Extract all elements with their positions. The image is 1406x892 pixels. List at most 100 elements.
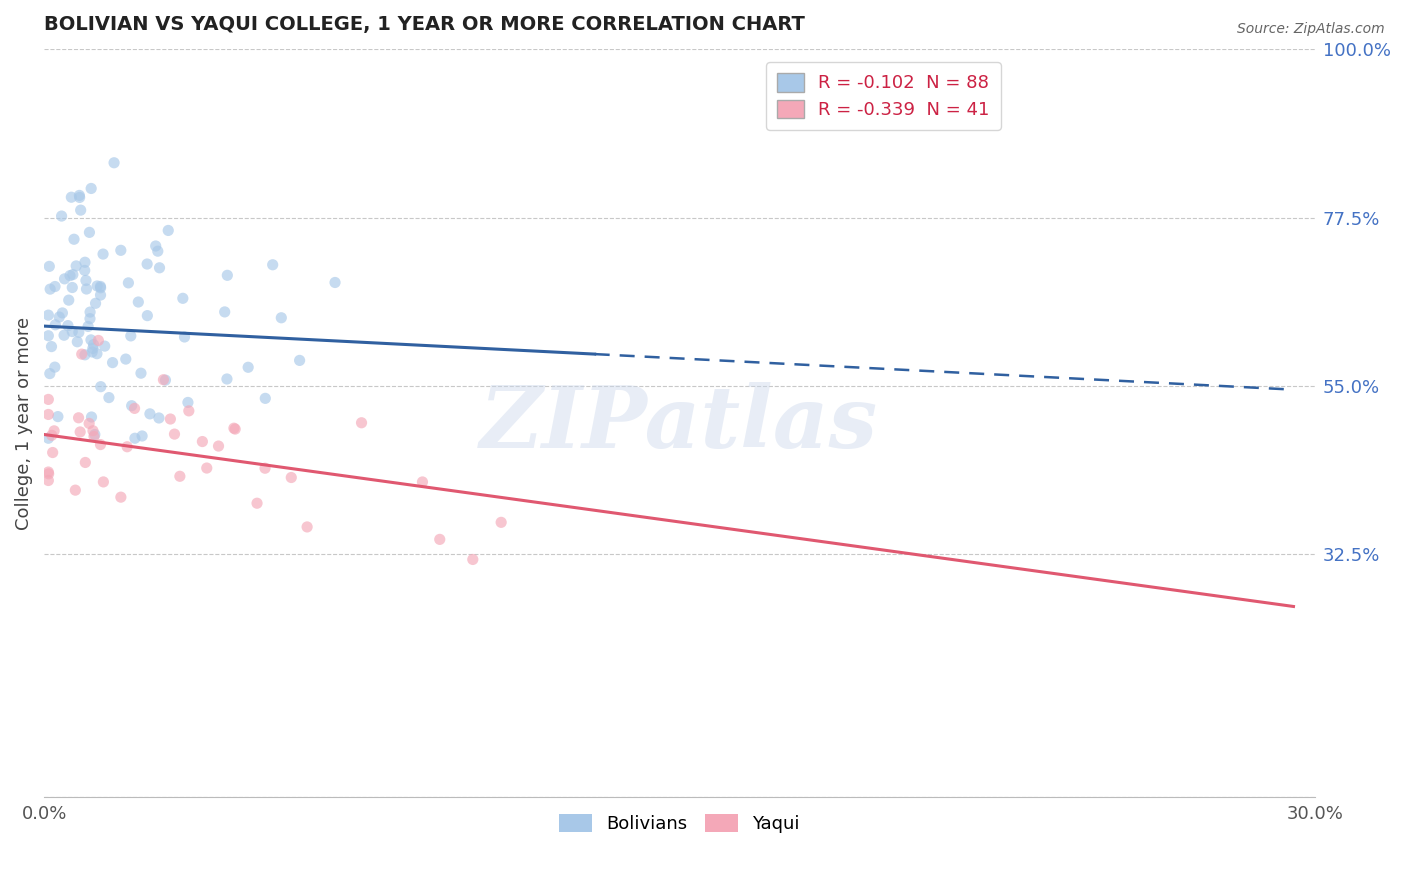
Point	[152, 373, 174, 387]
Point	[53, 328, 76, 343]
Point	[90, 379, 112, 393]
Point	[37, 392, 59, 407]
Point	[41, 428, 63, 442]
Point	[110, 490, 132, 504]
Point	[37, 474, 59, 488]
Point	[90, 281, 112, 295]
Point	[131, 429, 153, 443]
Point	[80, 410, 103, 425]
Point	[41, 445, 63, 459]
Point	[101, 356, 124, 370]
Point	[127, 295, 149, 310]
Point	[37, 431, 59, 445]
Point	[114, 352, 136, 367]
Point	[79, 305, 101, 319]
Point	[280, 470, 302, 484]
Point	[44, 318, 66, 332]
Point	[461, 552, 484, 566]
Point	[86, 279, 108, 293]
Point	[97, 391, 120, 405]
Point	[41, 340, 63, 354]
Point	[75, 273, 97, 287]
Y-axis label: College, 1 year or more: College, 1 year or more	[15, 317, 32, 530]
Point	[73, 348, 96, 362]
Point	[350, 416, 373, 430]
Point	[80, 333, 103, 347]
Point	[411, 475, 433, 489]
Point	[44, 360, 66, 375]
Point	[214, 305, 236, 319]
Point	[163, 427, 186, 442]
Point	[60, 280, 83, 294]
Point	[238, 360, 260, 375]
Point	[42, 424, 65, 438]
Point	[89, 279, 111, 293]
Point	[82, 345, 104, 359]
Point	[44, 279, 66, 293]
Point	[288, 353, 311, 368]
Point	[51, 306, 73, 320]
Point	[69, 203, 91, 218]
Point	[254, 461, 277, 475]
Point	[177, 395, 200, 409]
Point	[148, 411, 170, 425]
Point	[262, 258, 284, 272]
Point	[75, 455, 97, 469]
Point	[37, 408, 59, 422]
Point	[103, 155, 125, 169]
Point	[191, 434, 214, 449]
Point	[429, 533, 451, 547]
Point	[177, 404, 200, 418]
Point	[120, 329, 142, 343]
Point	[270, 310, 292, 325]
Point	[489, 516, 512, 530]
Point	[65, 483, 87, 497]
Point	[38, 367, 60, 381]
Point	[70, 347, 93, 361]
Point	[83, 429, 105, 443]
Point	[62, 268, 84, 282]
Point	[115, 440, 138, 454]
Point	[60, 190, 83, 204]
Point	[145, 239, 167, 253]
Point	[67, 410, 90, 425]
Point	[254, 392, 277, 406]
Point	[60, 325, 83, 339]
Point	[67, 326, 90, 340]
Point	[37, 328, 59, 343]
Point	[323, 276, 346, 290]
Point	[159, 412, 181, 426]
Point	[172, 291, 194, 305]
Text: Source: ZipAtlas.com: Source: ZipAtlas.com	[1237, 22, 1385, 37]
Point	[82, 424, 104, 438]
Point	[37, 465, 59, 479]
Legend: R = -0.102  N = 88, R = -0.339  N = 41: R = -0.102 N = 88, R = -0.339 N = 41	[766, 62, 1001, 130]
Point	[207, 439, 229, 453]
Point	[89, 288, 111, 302]
Point	[67, 188, 90, 202]
Point	[93, 475, 115, 489]
Point	[246, 496, 269, 510]
Point	[69, 190, 91, 204]
Point	[58, 293, 80, 307]
Point	[83, 337, 105, 351]
Point	[215, 372, 238, 386]
Point	[124, 431, 146, 445]
Text: ZIPatlas: ZIPatlas	[481, 382, 879, 465]
Point	[83, 427, 105, 442]
Point	[53, 272, 76, 286]
Point	[73, 255, 96, 269]
Point	[73, 263, 96, 277]
Point	[63, 232, 86, 246]
Point	[217, 268, 239, 283]
Point	[136, 309, 159, 323]
Point	[66, 334, 89, 349]
Point	[51, 209, 73, 223]
Point	[121, 399, 143, 413]
Point	[48, 310, 70, 324]
Point	[139, 407, 162, 421]
Point	[93, 339, 115, 353]
Point	[157, 223, 180, 237]
Point	[46, 409, 69, 424]
Point	[82, 342, 104, 356]
